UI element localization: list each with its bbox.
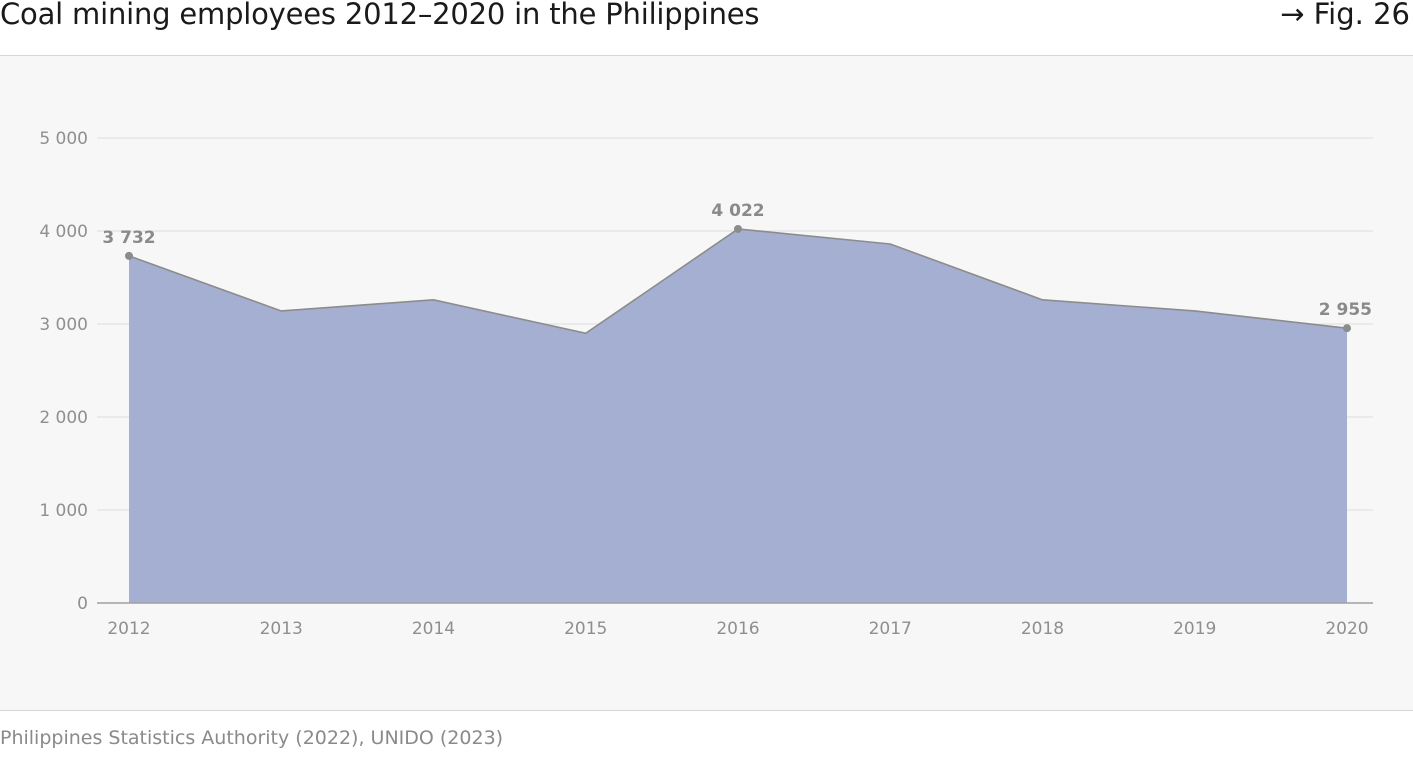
y-tick-label: 3 000 — [39, 315, 88, 335]
data-point-marker — [125, 251, 133, 260]
y-tick-label: 1 000 — [39, 501, 88, 521]
x-tick-label: 2017 — [869, 619, 912, 639]
y-tick-label: 2 000 — [39, 408, 88, 428]
x-axis-ticks: 2012 2013 2014 2015 2016 2017 2018 2019 2020 — [107, 619, 1368, 639]
data-label: 2 955 — [1319, 300, 1372, 320]
data-point-marker — [734, 224, 742, 233]
x-tick-label: 2013 — [260, 619, 303, 639]
x-tick-label: 2016 — [716, 619, 759, 639]
x-tick-label: 2020 — [1325, 619, 1368, 639]
data-point-marker — [1343, 324, 1351, 333]
x-tick-label: 2015 — [564, 619, 607, 639]
y-tick-label: 0 — [77, 594, 88, 614]
area-series — [128, 228, 1348, 604]
chart-title: Coal mining employees 2012–2020 in the P… — [0, 0, 760, 31]
x-tick-label: 2014 — [412, 619, 455, 639]
y-tick-label: 5 000 — [39, 129, 88, 149]
data-label: 4 022 — [711, 201, 764, 221]
x-tick-label: 2012 — [107, 619, 150, 639]
chart-header: Coal mining employees 2012–2020 in the P… — [0, 0, 1413, 56]
y-tick-label: 4 000 — [39, 222, 88, 242]
x-tick-label: 2019 — [1173, 619, 1216, 639]
data-label: 3 732 — [102, 228, 155, 248]
figure-reference: → Fig. 26 — [1280, 0, 1410, 31]
area-fill — [129, 228, 1347, 604]
data-markers — [125, 224, 1351, 333]
x-tick-label: 2018 — [1021, 619, 1064, 639]
y-axis-ticks: 0 1 000 2 000 3 000 4 000 5 000 — [39, 129, 88, 614]
data-labels: 3 732 4 022 2 955 — [102, 201, 1372, 320]
source-note: Philippines Statistics Authority (2022),… — [0, 727, 504, 749]
